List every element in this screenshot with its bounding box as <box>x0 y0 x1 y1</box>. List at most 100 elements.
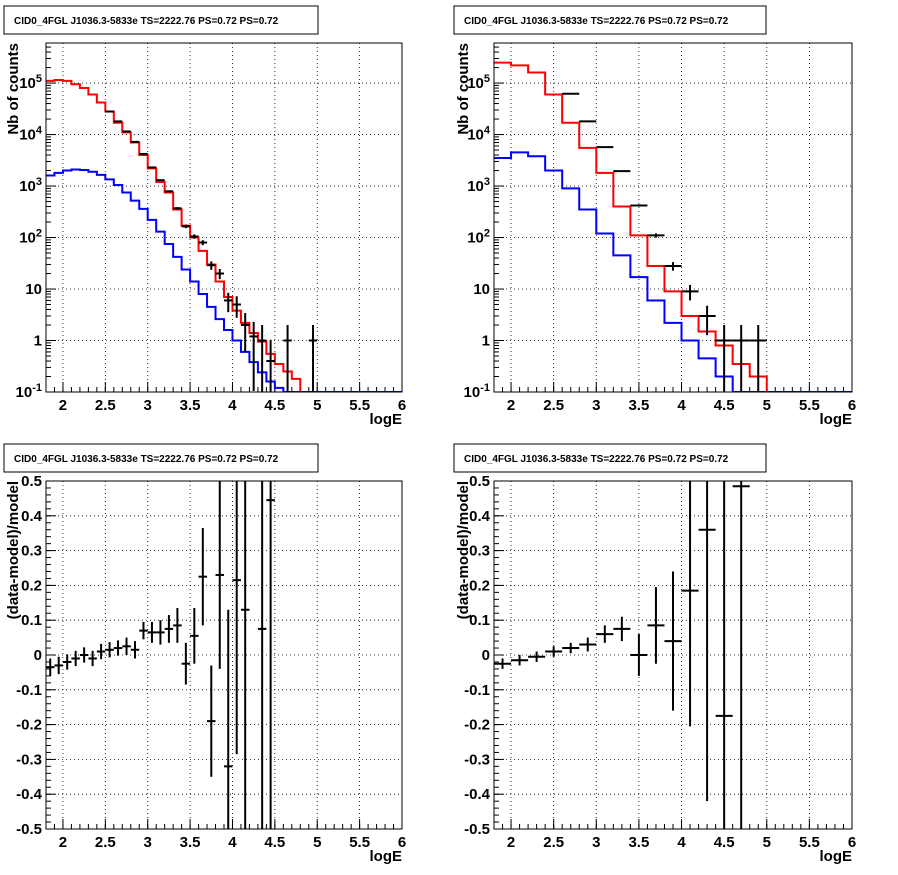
x-tick-label: 3 <box>592 397 600 414</box>
data-point <box>681 284 699 301</box>
x-tick-label: 4.5 <box>714 834 735 851</box>
data-point <box>732 325 750 392</box>
y-tick-label: -0.3 <box>464 751 490 768</box>
y-tick-label: 0.2 <box>21 577 42 594</box>
plot-frame <box>493 42 853 393</box>
data-point <box>308 325 318 392</box>
plot-area <box>494 61 852 392</box>
x-tick-label: 2.5 <box>95 397 116 414</box>
residual-point <box>130 641 140 659</box>
x-tick-label: 6 <box>398 397 406 414</box>
data-point <box>240 313 250 353</box>
y-tick-label: 10-1 <box>464 382 490 401</box>
residual-point <box>545 646 563 657</box>
y-tick-label: 0.4 <box>469 508 491 525</box>
x-tick-label: 2 <box>507 397 515 414</box>
title-box <box>453 5 767 35</box>
total-model-step-line <box>494 61 852 392</box>
residual-point <box>630 634 648 676</box>
x-tick-label: 3 <box>592 834 600 851</box>
x-tick-label: 4 <box>228 834 237 851</box>
residual-point <box>494 658 512 669</box>
residual-point <box>511 655 529 666</box>
residual-point <box>528 651 546 662</box>
y-tick-label: 105 <box>467 73 490 92</box>
x-tick-label: 5.5 <box>799 834 820 851</box>
residual-point <box>732 481 750 829</box>
residual-point <box>596 625 614 643</box>
y-tick-label: 0.5 <box>469 473 490 490</box>
residuals-panel-right: CID0_4FGL J1036.3-5833e TS=2222.76 PS=0.… <box>453 443 856 865</box>
y-tick-label: 10 <box>25 281 42 298</box>
y-tick-label: 0.1 <box>21 612 42 629</box>
x-tick-label: 4 <box>677 834 686 851</box>
residual-point <box>79 647 89 663</box>
y-tick-label: -0.5 <box>464 821 490 838</box>
x-axis-label: logE <box>820 411 853 428</box>
y-tick-label: -0.1 <box>16 682 42 699</box>
residual-point <box>122 637 131 655</box>
y-tick-label: -0.1 <box>464 682 490 699</box>
y-axis-label: Nb of counts <box>5 43 22 135</box>
y-tick-label: -0.3 <box>16 751 42 768</box>
data-point <box>207 261 216 270</box>
data-point <box>181 224 191 229</box>
y-tick-label: 10-1 <box>16 382 42 401</box>
residual-point <box>715 481 733 829</box>
residual-point <box>224 609 233 829</box>
data-point <box>613 170 631 173</box>
y-axis-label: Nb of counts <box>455 43 472 135</box>
data-point <box>257 325 267 392</box>
data-point <box>190 234 199 239</box>
title-box <box>3 5 319 35</box>
residual-point <box>647 587 665 664</box>
residual-point <box>156 620 165 645</box>
residual-point <box>190 608 199 664</box>
residual-point <box>562 642 580 654</box>
chart-title: CID0_4FGL J1036.3-5833e TS=2222.76 PS=0.… <box>464 454 729 465</box>
x-tick-label: 2.5 <box>543 397 564 414</box>
x-tick-label: 3 <box>144 834 152 851</box>
data-point <box>232 296 241 318</box>
x-axis-label: logE <box>370 848 403 865</box>
y-tick-label: 103 <box>19 176 42 195</box>
residual-point <box>88 650 97 667</box>
residual-point <box>96 643 106 660</box>
y-tick-label: 0 <box>482 647 490 664</box>
x-tick-label: 2.5 <box>95 834 116 851</box>
x-tick-label: 3.5 <box>180 397 201 414</box>
data-point <box>139 152 148 155</box>
residual-point <box>139 621 148 640</box>
y-tick-label: 0.2 <box>469 577 490 594</box>
x-tick-label: 3.5 <box>628 834 649 851</box>
y-tick-label: 105 <box>19 73 42 92</box>
y-axis-label: (data-model)/model <box>5 481 22 619</box>
data-point <box>647 233 665 238</box>
x-tick-label: 6 <box>848 834 856 851</box>
data-point <box>156 179 165 182</box>
y-tick-label: -0.5 <box>16 821 42 838</box>
x-tick-label: 5.5 <box>349 397 370 414</box>
plot-frame <box>45 42 403 393</box>
residual-point <box>232 481 241 755</box>
x-tick-label: 6 <box>398 834 406 851</box>
x-tick-label: 5 <box>313 834 321 851</box>
x-tick-label: 6 <box>848 397 856 414</box>
residual-point <box>198 527 208 626</box>
y-tick-label: 0.3 <box>21 543 42 560</box>
residual-point <box>681 481 699 727</box>
y-tick-label: -0.4 <box>16 786 43 803</box>
chart-title: CID0_4FGL J1036.3-5833e TS=2222.76 PS=0.… <box>14 16 279 27</box>
x-tick-label: 2 <box>59 834 67 851</box>
y-tick-label: 102 <box>467 228 490 247</box>
plot-area <box>46 78 402 392</box>
residual-point <box>207 665 216 777</box>
data-point <box>664 262 682 271</box>
x-tick-label: 4.5 <box>714 397 735 414</box>
y-tick-label: -0.2 <box>16 717 42 734</box>
x-tick-label: 4 <box>677 397 686 414</box>
y-tick-label: 104 <box>19 125 43 144</box>
residual-point <box>257 481 267 829</box>
residual-point <box>164 614 174 643</box>
residual-point <box>698 481 716 802</box>
